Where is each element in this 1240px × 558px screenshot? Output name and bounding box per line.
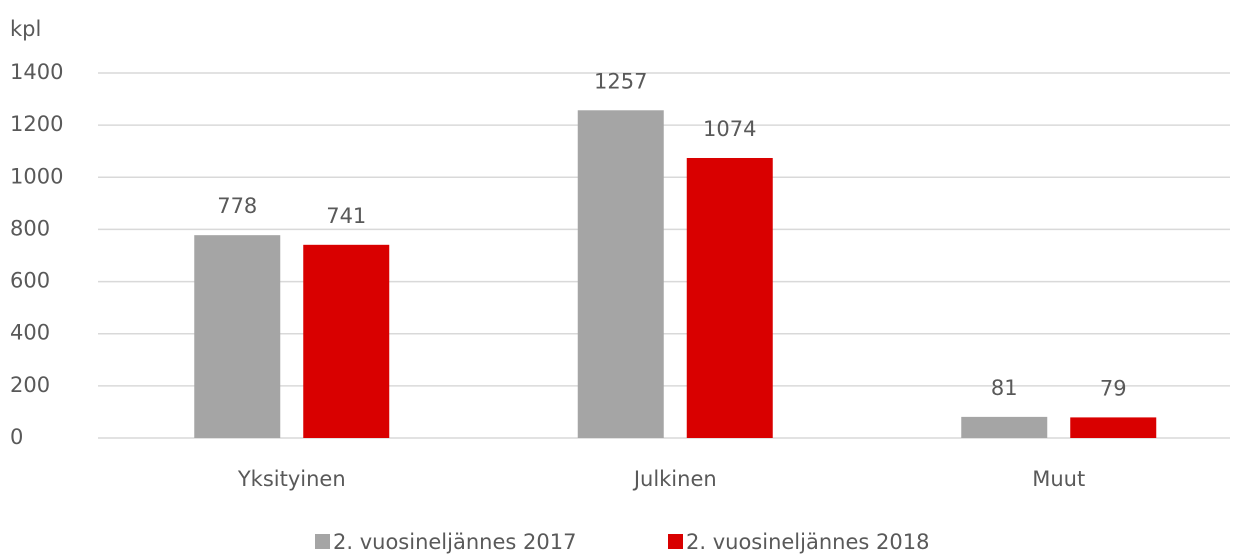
data-label: 778 (217, 194, 257, 218)
x-tick-label: Julkinen (632, 467, 717, 491)
y-axis-label: kpl (10, 17, 41, 41)
bar (1070, 417, 1157, 438)
x-tick-label: Muut (1032, 467, 1085, 491)
data-label: 741 (326, 204, 366, 228)
y-tick-label: 600 (10, 269, 50, 293)
data-label: 1257 (594, 69, 647, 93)
bar (303, 244, 390, 438)
bar (961, 416, 1048, 438)
data-label: 81 (991, 376, 1018, 400)
data-label: 79 (1100, 376, 1127, 400)
bar (686, 157, 773, 438)
legend-swatch (315, 534, 330, 549)
y-tick-label: 200 (10, 373, 50, 397)
y-tick-label: 400 (10, 321, 50, 345)
y-tick-label: 800 (10, 216, 50, 240)
y-tick-label: 1200 (10, 112, 63, 136)
y-tick-label: 1000 (10, 164, 63, 188)
y-tick-label: 0 (10, 425, 23, 449)
bar (577, 110, 664, 439)
bar (194, 235, 281, 438)
legend-label: 2. vuosineljännes 2018 (686, 530, 929, 554)
data-label: 1074 (703, 117, 756, 141)
x-tick-label: Yksityinen (237, 467, 346, 491)
y-tick-label: 1400 (10, 60, 63, 84)
legend-swatch (668, 534, 683, 549)
legend-label: 2. vuosineljännes 2017 (333, 530, 576, 554)
